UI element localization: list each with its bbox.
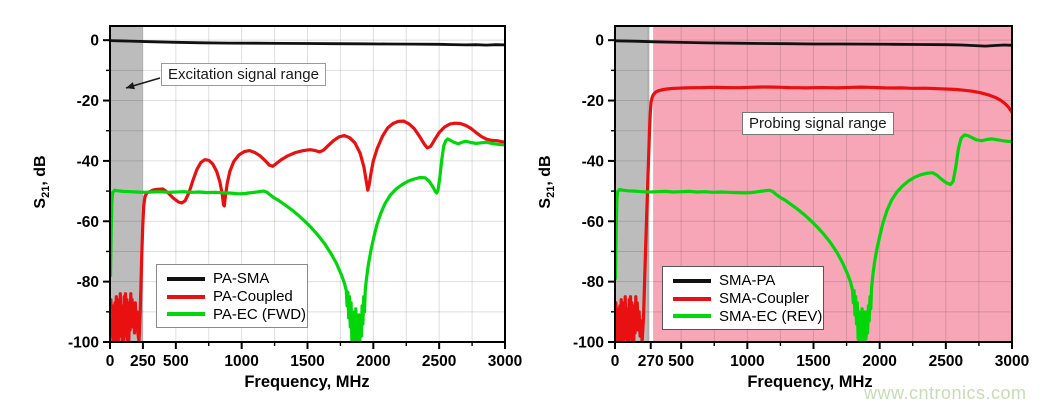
y-tick-label: -60: [582, 214, 604, 231]
series-PA-Coupled: [110, 119, 505, 342]
line-swatch: [167, 276, 205, 281]
legend-label: PA-EC (FWD): [213, 305, 307, 323]
legend-label: SMA-Coupler: [719, 290, 810, 307]
line-swatch: [673, 278, 711, 283]
line-swatch: [673, 314, 711, 319]
x-tick-label: 2500: [422, 353, 456, 370]
y-tick-label: 0: [595, 33, 604, 50]
x-tick-label: 270: [638, 353, 664, 370]
series-SMA-EC (REV): [615, 133, 1012, 342]
y-title-sub: 21: [40, 185, 53, 198]
y-tick-label: -60: [77, 214, 99, 231]
x-tick-label: 1000: [730, 353, 764, 370]
x-tick-label: 0: [611, 353, 620, 370]
y-tick-label: -20: [77, 93, 99, 110]
line-swatch: [167, 312, 205, 317]
y-tick-label: -80: [77, 274, 99, 291]
x-tick-label: 250: [130, 353, 156, 370]
y-tick-label: 0: [90, 33, 99, 50]
legend-item: SMA-PA: [673, 272, 815, 290]
legend-item: PA-SMA: [167, 270, 299, 288]
x-tick-label: 0: [106, 353, 115, 370]
watermark: www.cntronics.com: [864, 383, 1027, 403]
x-tick-label: 3000: [995, 353, 1029, 370]
series-PA-SMA: [110, 39, 505, 47]
excitation-range-annotation: Excitation signal range: [161, 63, 326, 86]
y-title-sub: 21: [545, 185, 558, 198]
x-tick-label: 2000: [356, 353, 390, 370]
probing-range-annotation: Probing signal range: [742, 112, 894, 135]
y-tick-label: -40: [582, 153, 604, 170]
right-legend: SMA-PA SMA-Coupler SMA-EC (REV): [662, 266, 824, 330]
x-tick-label: 500: [163, 353, 189, 370]
line-swatch: [167, 294, 205, 299]
legend-label: PA-Coupled: [213, 288, 293, 305]
y-tick-label: -20: [582, 93, 604, 110]
legend-item: PA-Coupled: [167, 288, 299, 306]
y-title-post: , dB: [536, 155, 554, 186]
y-title-pre: S: [31, 197, 49, 209]
right-y-axis-title: S21, dB: [537, 155, 557, 208]
x-tick-label: 1500: [796, 353, 830, 370]
y-tick-label: -40: [77, 153, 99, 170]
y-title-post: , dB: [31, 155, 49, 186]
legend-item: SMA-EC (REV): [673, 307, 822, 325]
series-PA-EC (FWD): [110, 137, 505, 342]
x-tick-label: 1000: [224, 353, 258, 370]
line-swatch: [673, 296, 711, 301]
left-y-axis-title: S21, dB: [32, 155, 52, 208]
legend-label: SMA-PA: [719, 272, 776, 290]
x-tick-label: 2000: [862, 353, 896, 370]
legend-item: PA-EC (FWD): [167, 305, 306, 323]
y-title-pre: S: [536, 197, 554, 209]
series-SMA-PA: [615, 39, 1012, 48]
x-tick-label: 1500: [290, 353, 324, 370]
right-x-axis-title: Frequency, MHz: [747, 373, 873, 391]
y-tick-label: -100: [68, 335, 99, 352]
series-SMA-Coupler: [615, 85, 1012, 342]
left-x-axis-title: Frequency, MHz: [244, 373, 370, 391]
left-legend: PA-SMA PA-Coupled PA-EC (FWD): [156, 264, 308, 328]
legend-item: SMA-Coupler: [673, 290, 815, 308]
legend-label: SMA-EC (REV): [719, 307, 823, 325]
x-tick-label: 500: [668, 353, 694, 370]
y-tick-label: -80: [582, 274, 604, 291]
x-tick-label: 3000: [488, 353, 522, 370]
x-tick-label: 2500: [929, 353, 963, 370]
legend-label: PA-SMA: [213, 270, 270, 288]
y-tick-label: -100: [573, 335, 604, 352]
